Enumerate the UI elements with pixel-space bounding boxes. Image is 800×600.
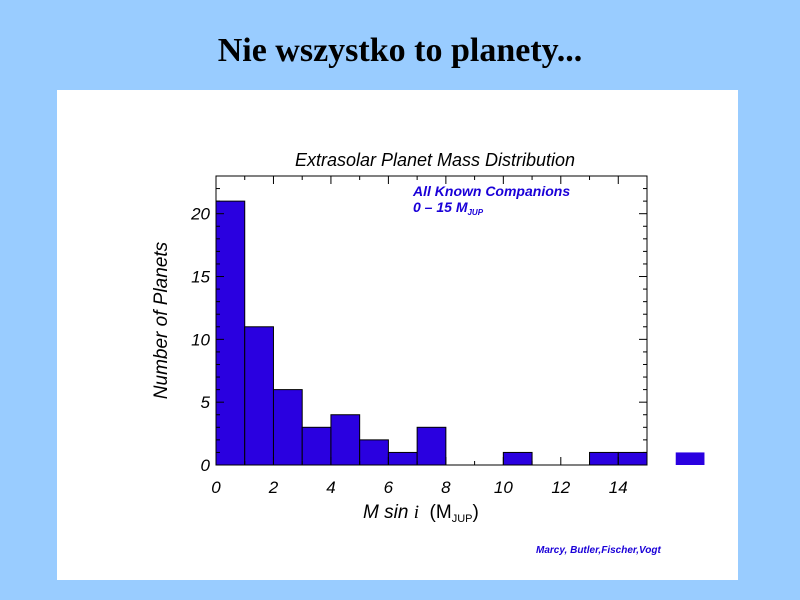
credit-text: Marcy, Butler,Fischer,Vogt [536, 545, 662, 556]
y-axis-label: Number of Planets [151, 241, 172, 399]
histogram-bar-6 [387, 451, 418, 466]
annotation-line-2: 0 – 15 MJUP [413, 199, 484, 217]
x-tick-label-3: 6 [384, 478, 394, 497]
y-tick-label-4: 20 [190, 205, 210, 224]
x-tick-label-5: 10 [494, 478, 513, 497]
y-tick-label-0: 0 [201, 456, 211, 475]
histogram-bar-2 [272, 389, 303, 466]
histogram-bar-4 [330, 414, 361, 466]
annotation-line-2-main: 0 – 15 M [413, 199, 468, 215]
x-axis-label-italic: i [414, 502, 419, 523]
y-ticks: 0 5 10 15 20 [190, 175, 647, 475]
histogram-bar-7 [416, 426, 447, 466]
y-tick-label-2: 10 [191, 330, 210, 349]
x-axis-label-unit-suffix: ) [472, 502, 478, 523]
bars-group [215, 200, 648, 466]
x-tick-label-6: 12 [551, 478, 570, 497]
x-axis-label: M sin i (MJUP) [363, 502, 479, 525]
x-axis-label-unit-sub: JUP [452, 513, 473, 525]
x-tick-label-0: 0 [211, 478, 221, 497]
histogram-bar-1 [244, 326, 274, 466]
chart-title: Extrasolar Planet Mass Distribution [295, 150, 575, 170]
chart-panel: Extrasolar Planet Mass Distribution 0 5 10… [57, 90, 738, 580]
histogram-bar-13 [589, 451, 619, 466]
annotation-line-1: All Known Companions [412, 183, 570, 199]
x-tick-label-7: 14 [609, 478, 628, 497]
histogram-bar-3 [301, 426, 332, 466]
x-axis-label-unit-prefix: (M [419, 502, 452, 523]
outside-bar-group [675, 452, 705, 465]
histogram-bar-10 [502, 451, 533, 466]
histogram-bar-0 [215, 200, 246, 466]
histogram-bar-5 [359, 439, 389, 466]
x-tick-label-4: 8 [441, 478, 451, 497]
x-ticks: 0 2 4 6 8 10 12 14 [211, 176, 628, 497]
y-tick-label-3: 15 [191, 268, 210, 287]
x-tick-label-2: 4 [326, 478, 335, 497]
x-axis-label-main: M sin [363, 502, 414, 523]
histogram-bar-14 [617, 451, 648, 466]
slide-title: Nie wszystko to planety... [217, 32, 583, 69]
histogram-chart: Extrasolar Planet Mass Distribution 0 5 10… [151, 150, 705, 556]
histogram-bar-outside-axes [675, 452, 705, 465]
plot-frame [215, 175, 648, 466]
y-tick-label-1: 5 [201, 393, 211, 412]
x-tick-label-1: 2 [268, 478, 279, 497]
annotation-line-2-sub: JUP [467, 208, 483, 217]
